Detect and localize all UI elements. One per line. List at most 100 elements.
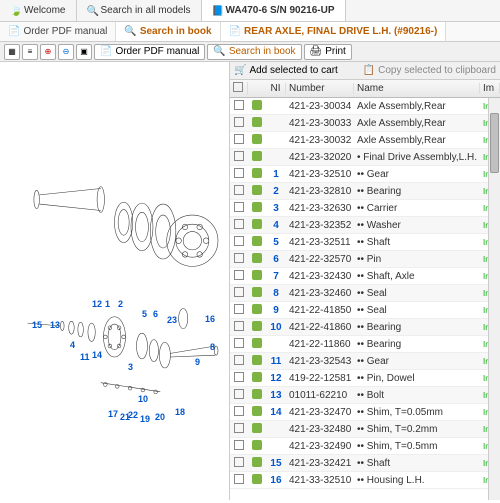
row-icon [248, 440, 266, 453]
callout-8[interactable]: 8 [210, 342, 215, 352]
header-n[interactable]: NI [266, 83, 286, 94]
callout-12[interactable]: 12 [92, 299, 102, 309]
parts-panel: 🛒Add selected to cart 📋 Copy selected to… [230, 62, 500, 500]
table-row[interactable]: 3421-23-32630•• CarrierIm [230, 200, 500, 217]
callout-14[interactable]: 14 [92, 350, 102, 360]
row-number: 421-33-32510 [286, 475, 354, 486]
callout-19[interactable]: 19 [140, 414, 150, 424]
parts-table: 421-23-30034Axle Assembly,RearIm421-23-3… [230, 98, 500, 500]
table-row[interactable]: 7421-23-32430•• Shaft, AxleIm [230, 268, 500, 285]
row-icon [248, 321, 266, 334]
row-checkbox[interactable] [230, 372, 248, 385]
tool-fit[interactable]: ▣ [76, 44, 92, 60]
callout-5[interactable]: 5 [142, 309, 147, 319]
row-name: •• Bearing [354, 339, 480, 350]
subtab-search-book[interactable]: 🔍Search in book [116, 22, 220, 41]
toolbar-print[interactable]: 🖨Print [304, 44, 352, 60]
tab-search-models[interactable]: 🔍Search in all models [77, 0, 202, 21]
row-checkbox[interactable] [230, 338, 248, 351]
table-row[interactable]: 1421-23-32510•• GearIm [230, 166, 500, 183]
table-row[interactable]: 5421-23-32511•• ShaftIm [230, 234, 500, 251]
row-checkbox[interactable] [230, 134, 248, 147]
tab-welcome[interactable]: 🍃Welcome [0, 0, 77, 21]
table-row[interactable]: 15421-23-32421•• ShaftIm [230, 455, 500, 472]
row-name: •• Pin, Dowel [354, 373, 480, 384]
row-checkbox[interactable] [230, 287, 248, 300]
table-row[interactable]: 421-23-32020• Final Drive Assembly,L.H.I… [230, 149, 500, 166]
row-number: 421-23-32460 [286, 288, 354, 299]
callout-2[interactable]: 2 [118, 299, 123, 309]
callout-22[interactable]: 22 [128, 410, 138, 420]
header-name[interactable]: Name [354, 83, 480, 94]
row-checkbox[interactable] [230, 270, 248, 283]
table-row[interactable]: 4421-23-32352•• WasherIm [230, 217, 500, 234]
scrollbar-thumb[interactable] [490, 113, 499, 173]
scrollbar[interactable] [488, 98, 500, 500]
table-row[interactable]: 6421-22-32570•• PinIm [230, 251, 500, 268]
callout-10[interactable]: 10 [138, 394, 148, 404]
table-row[interactable]: 421-23-30032Axle Assembly,RearIm [230, 132, 500, 149]
row-icon [248, 100, 266, 113]
toolbar-order-pdf[interactable]: 📄Order PDF manual [94, 44, 205, 60]
row-n: 3 [266, 203, 286, 214]
table-row[interactable]: 421-22-11860•• BearingIm [230, 336, 500, 353]
table-row[interactable]: 12419-22-12581•• Pin, DowelIm [230, 370, 500, 387]
table-row[interactable]: 16421-33-32510•• Housing L.H.Im [230, 472, 500, 489]
callout-3[interactable]: 3 [128, 362, 133, 372]
tool-grid[interactable]: ▦ [4, 44, 20, 60]
header-number[interactable]: Number [286, 83, 354, 94]
callout-1[interactable]: 1 [105, 299, 110, 309]
callout-6[interactable]: 6 [153, 309, 158, 319]
row-number: 421-23-32470 [286, 407, 354, 418]
callout-11[interactable]: 11 [80, 352, 90, 362]
subtab-page[interactable]: 📄REAR AXLE, FINAL DRIVE L.H. (#90216-) [221, 22, 447, 41]
row-checkbox[interactable] [230, 168, 248, 181]
header-checkbox[interactable] [230, 82, 248, 95]
row-checkbox[interactable] [230, 151, 248, 164]
callout-15[interactable]: 15 [32, 320, 42, 330]
row-checkbox[interactable] [230, 219, 248, 232]
table-row[interactable]: 8421-23-32460•• SealIm [230, 285, 500, 302]
row-checkbox[interactable] [230, 236, 248, 249]
table-row[interactable]: 10421-22-41860•• BearingIm [230, 319, 500, 336]
row-checkbox[interactable] [230, 389, 248, 402]
callout-13[interactable]: 13 [50, 320, 60, 330]
table-row[interactable]: 11421-23-32543•• GearIm [230, 353, 500, 370]
row-checkbox[interactable] [230, 304, 248, 317]
row-checkbox[interactable] [230, 406, 248, 419]
row-checkbox[interactable] [230, 100, 248, 113]
table-row[interactable]: 2421-23-32810•• BearingIm [230, 183, 500, 200]
row-checkbox[interactable] [230, 474, 248, 487]
callout-9[interactable]: 9 [195, 357, 200, 367]
table-row[interactable]: 14421-23-32470•• Shim, T=0.05mmIm [230, 404, 500, 421]
row-checkbox[interactable] [230, 202, 248, 215]
row-checkbox[interactable] [230, 423, 248, 436]
row-checkbox[interactable] [230, 440, 248, 453]
row-checkbox[interactable] [230, 185, 248, 198]
callout-4[interactable]: 4 [70, 340, 75, 350]
row-checkbox[interactable] [230, 117, 248, 130]
table-row[interactable]: 9421-22-41850•• SealIm [230, 302, 500, 319]
subtab-order-pdf[interactable]: 📄Order PDF manual [0, 22, 116, 41]
tool-zoom-in[interactable]: ⊕ [40, 44, 56, 60]
callout-20[interactable]: 20 [155, 412, 165, 422]
row-checkbox[interactable] [230, 321, 248, 334]
callout-18[interactable]: 18 [175, 407, 185, 417]
tool-zoom-out[interactable]: ⊖ [58, 44, 74, 60]
row-checkbox[interactable] [230, 457, 248, 470]
row-checkbox[interactable] [230, 355, 248, 368]
table-row[interactable]: 421-23-32490•• Shim, T=0.5mmIm [230, 438, 500, 455]
tab-model[interactable]: 📘WA470-6 S/N 90216-UP [202, 0, 346, 21]
row-checkbox[interactable] [230, 253, 248, 266]
table-row[interactable]: 421-23-30033Axle Assembly,RearIm [230, 115, 500, 132]
table-row[interactable]: 421-23-30034Axle Assembly,RearIm [230, 98, 500, 115]
toolbar-search-book[interactable]: 🔍Search in book [207, 44, 301, 60]
tool-list[interactable]: ≡ [22, 44, 38, 60]
table-row[interactable]: 421-23-32480•• Shim, T=0.2mmIm [230, 421, 500, 438]
callout-23[interactable]: 23 [167, 315, 177, 325]
table-row[interactable]: 1301011-62210•• BoltIm [230, 387, 500, 404]
copy-clipboard-button[interactable]: 📋 Copy selected to clipboard [363, 65, 496, 76]
callout-16[interactable]: 16 [205, 314, 215, 324]
add-to-cart-button[interactable]: 🛒Add selected to cart [234, 65, 338, 76]
callout-17[interactable]: 17 [108, 409, 118, 419]
